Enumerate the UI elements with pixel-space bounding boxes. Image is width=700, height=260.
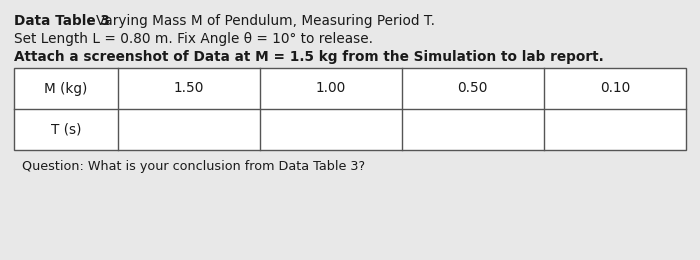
Text: M (kg): M (kg) <box>44 81 88 95</box>
Text: 1.50: 1.50 <box>174 81 204 95</box>
Text: 0.10: 0.10 <box>600 81 630 95</box>
Text: Question: What is your conclusion from Data Table 3?: Question: What is your conclusion from D… <box>22 160 365 173</box>
Text: T (s): T (s) <box>51 122 81 136</box>
Text: 0.50: 0.50 <box>458 81 488 95</box>
Bar <box>14 68 686 150</box>
Text: 1.00: 1.00 <box>316 81 346 95</box>
Text: : Varying Mass M of Pendulum, Measuring Period T.: : Varying Mass M of Pendulum, Measuring … <box>87 14 435 28</box>
Text: Data Table 3: Data Table 3 <box>14 14 110 28</box>
Text: Set Length L = 0.80 m. Fix Angle θ = 10° to release.: Set Length L = 0.80 m. Fix Angle θ = 10°… <box>14 32 373 46</box>
Text: Attach a screenshot of Data at M = 1.5 kg from the Simulation to lab report.: Attach a screenshot of Data at M = 1.5 k… <box>14 50 603 64</box>
